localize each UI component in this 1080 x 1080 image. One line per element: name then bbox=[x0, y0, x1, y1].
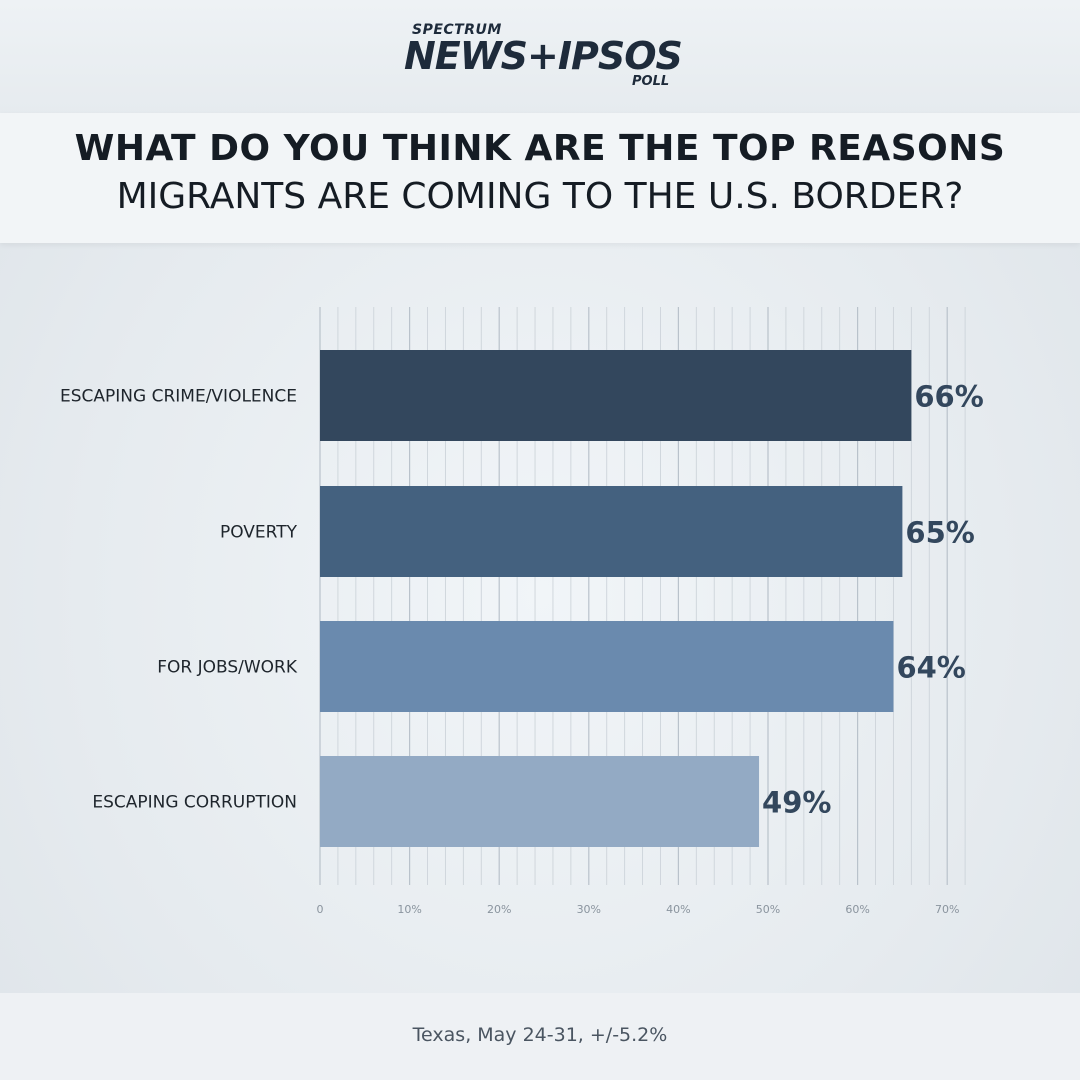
x-tick-label: 70% bbox=[935, 903, 959, 916]
logo-spectrum-text: SPECTRUM bbox=[412, 22, 502, 38]
logo-poll-text: POLL bbox=[632, 74, 670, 89]
x-tick-label: 20% bbox=[487, 903, 511, 916]
bar bbox=[320, 756, 760, 847]
data-label: 66% bbox=[914, 380, 983, 414]
bar bbox=[320, 621, 894, 712]
x-tick-label: 10% bbox=[397, 903, 421, 916]
x-tick-label: 30% bbox=[577, 903, 601, 916]
x-tick-label: 50% bbox=[756, 903, 780, 916]
x-tick-label: 60% bbox=[845, 903, 869, 916]
category-label: FOR JOBS/WORK bbox=[157, 658, 298, 678]
x-tick-label: 0 bbox=[317, 903, 324, 916]
chart-title-line1: WHAT DO YOU THINK ARE THE TOP REASONS bbox=[74, 128, 1006, 169]
footer-band bbox=[0, 993, 1080, 1080]
data-label: 65% bbox=[905, 516, 974, 550]
data-label: 64% bbox=[896, 651, 965, 685]
title-band bbox=[0, 113, 1080, 243]
bar-chart: 0 10% 20% 30% 40% 50% 60% 70% ESCAPING CRIME/VIO… bbox=[60, 307, 984, 916]
chart-title-line2: MIGRANTS ARE COMING TO THE U.S. BORDER? bbox=[116, 176, 964, 217]
logo-news-ipsos-text: NEWS+IPSOS bbox=[404, 34, 683, 78]
category-label: POVERTY bbox=[220, 523, 298, 543]
bar bbox=[320, 486, 903, 577]
bar bbox=[320, 350, 912, 441]
x-tick-label: 40% bbox=[666, 903, 690, 916]
category-label: ESCAPING CORRUPTION bbox=[92, 793, 297, 813]
header-band bbox=[0, 0, 1080, 113]
data-label: 49% bbox=[762, 786, 831, 820]
category-label: ESCAPING CRIME/VIOLENCE bbox=[60, 387, 297, 407]
footer-note: Texas, May 24-31, +/-5.2% bbox=[412, 1024, 668, 1046]
